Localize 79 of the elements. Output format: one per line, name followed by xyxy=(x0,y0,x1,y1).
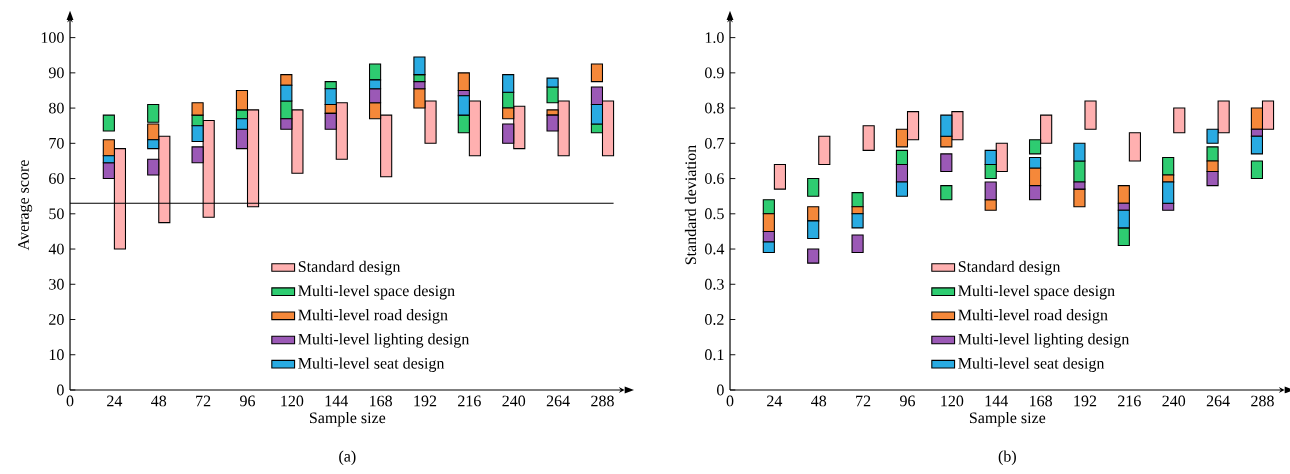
bar xyxy=(807,178,820,197)
x-tick-label: 216 xyxy=(458,395,481,407)
x-axis-title: Sample size xyxy=(309,411,386,427)
bar xyxy=(102,114,115,132)
y-tick-label: 0.7 xyxy=(705,137,724,149)
y-tick-label: 0 xyxy=(717,384,724,396)
bar xyxy=(818,135,831,166)
text: (a) xyxy=(339,450,356,465)
y-tick-label: 10 xyxy=(49,349,64,361)
y-tick-label: 0.2 xyxy=(705,314,724,325)
legend-label: Multi-level lighting design xyxy=(298,333,470,348)
x-tick-label: 120 xyxy=(281,395,304,407)
y-tick-label: 0 xyxy=(57,384,64,396)
legend-label: Multi-level road design xyxy=(298,309,448,324)
y-axis-title: Average score xyxy=(18,160,33,251)
y-tick-label: 20 xyxy=(49,314,64,325)
x-tick-label: 48 xyxy=(811,395,827,407)
x-tick-label: 72 xyxy=(856,395,871,407)
legend-label: Multi-level seat design xyxy=(298,357,445,372)
x-tick-label: 144 xyxy=(985,395,1008,407)
x-tick-label: 120 xyxy=(941,395,964,407)
y-tick-label: 60 xyxy=(49,173,64,184)
x-tick-label: 168 xyxy=(370,395,392,407)
legend-label: Standard design xyxy=(958,260,1061,276)
x-tick-label: 48 xyxy=(151,395,167,407)
x-tick-label: 216 xyxy=(1118,395,1141,407)
x-tick-label: 240 xyxy=(1162,395,1186,407)
x-tick-label: 192 xyxy=(1074,395,1097,407)
y-tick-label: 90 xyxy=(48,67,64,79)
x-tick-label: 240 xyxy=(502,395,526,407)
x-tick-label: 144 xyxy=(325,395,349,407)
bar xyxy=(1250,160,1264,180)
y-tick-label: 1.0 xyxy=(705,32,724,44)
y-tick-label: 0.5 xyxy=(705,208,724,220)
bar xyxy=(1128,132,1141,162)
bar xyxy=(851,234,864,254)
y-tick-label: 0.4 xyxy=(705,243,725,255)
bar xyxy=(590,63,604,83)
y-tick-label: 0.8 xyxy=(705,102,724,114)
bar xyxy=(1173,107,1186,134)
legend-label: Multi-level seat design xyxy=(958,357,1105,372)
y-tick-label: 70 xyxy=(49,137,64,149)
x-tick-label: 96 xyxy=(900,395,916,407)
legend-label: Multi-level space design xyxy=(298,284,455,300)
legend-label: Multi-level space design xyxy=(958,284,1115,300)
bar xyxy=(807,248,820,264)
y-axis-title: Standard deviation xyxy=(684,145,697,265)
bar xyxy=(773,163,787,190)
x-tick-label: 96 xyxy=(240,395,256,407)
y-tick-label: 0.3 xyxy=(705,278,724,290)
x-tick-label: 0 xyxy=(66,395,74,407)
y-tick-label: 30 xyxy=(49,278,64,290)
x-tick-label: 264 xyxy=(546,395,570,407)
x-tick-label: 168 xyxy=(1030,395,1052,407)
x-tick-label: 288 xyxy=(591,395,614,407)
x-tick-label: 24 xyxy=(107,395,123,407)
y-tick-label: 40 xyxy=(48,243,64,255)
x-tick-label: 24 xyxy=(767,395,783,407)
legend-label: Standard design xyxy=(298,260,401,276)
bar xyxy=(940,153,953,173)
y-tick-label: 0.6 xyxy=(705,173,724,184)
y-tick-label: 80 xyxy=(49,102,64,114)
bar xyxy=(940,185,953,201)
legend-label: Multi-level road design xyxy=(958,309,1108,324)
y-tick-label: 50 xyxy=(49,208,64,220)
text: (b) xyxy=(998,450,1016,465)
x-tick-label: 72 xyxy=(196,395,211,407)
x-tick-label: 0 xyxy=(726,395,734,407)
legend-label: Multi-level lighting design xyxy=(958,333,1130,348)
bar xyxy=(862,125,875,151)
y-tick-label: 100 xyxy=(41,32,64,43)
bar xyxy=(457,72,470,92)
x-tick-label: 288 xyxy=(1251,395,1274,407)
x-axis-title: Sample size xyxy=(969,411,1046,427)
y-tick-label: 0.1 xyxy=(705,349,724,361)
x-tick-label: 264 xyxy=(1206,395,1230,407)
y-tick-label: 0.9 xyxy=(705,67,724,79)
x-tick-label: 192 xyxy=(414,395,437,407)
bar xyxy=(1084,100,1097,130)
